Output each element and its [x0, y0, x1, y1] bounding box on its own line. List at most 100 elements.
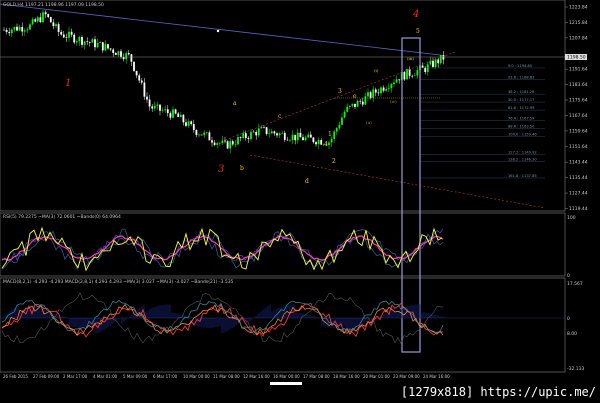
price-tick-label: 1159.64 [569, 128, 588, 134]
fib-label: 23.6 : 1188.83 [508, 76, 534, 80]
candle-body [309, 134, 312, 138]
fib-label: 61.8 : 1172.99 [508, 106, 535, 110]
wave-label-w4: 4 [412, 9, 419, 20]
macd-axis-max: 17.567 [567, 281, 583, 287]
time-axis[interactable]: 26 Feb 2015 27 Feb 09:00 2 Mar 17:00 4 Mar … [3, 374, 450, 379]
candle-body [122, 57, 125, 60]
candle-body [200, 134, 203, 136]
candle-body [299, 132, 302, 138]
candle-body [192, 124, 195, 131]
candle-body [255, 131, 258, 136]
candle-body [39, 17, 42, 23]
price-tick-label: 1191.64 [569, 67, 588, 73]
candle-body [179, 114, 182, 117]
candle-body [114, 52, 117, 55]
candle-body [361, 101, 364, 105]
candle-body [112, 49, 115, 53]
candle-body [294, 134, 297, 141]
time-tick-label: 10 Mar 00:00 [183, 374, 210, 379]
candle-body [174, 109, 177, 114]
candle-body [289, 139, 291, 141]
price-tick-label: 1223.84 [569, 5, 588, 11]
fib-label: 50.0 : 1177.17 [508, 98, 534, 102]
time-tick-label: 18 Mar 16:00 [333, 374, 360, 379]
fib-label: 76.4 : 1167.59 [508, 117, 535, 121]
candle-body [187, 121, 190, 126]
candle-body [52, 22, 55, 27]
price-tick-label: 1175.64 [569, 98, 588, 104]
candle-body [413, 75, 416, 77]
wave-label-w3: 3 [218, 164, 224, 175]
candle-body [3, 29, 5, 31]
candle-body [182, 114, 185, 123]
candle-body [57, 24, 60, 32]
candle-body [302, 137, 304, 141]
candle-body [276, 133, 278, 136]
candle-body [320, 140, 323, 145]
candle-body [374, 89, 377, 93]
trendline-upper[interactable] [0, 3, 441, 56]
candle-body [62, 34, 65, 38]
candle-body [120, 51, 122, 58]
fibonacci-levels[interactable]: 0.0 : 1194.85 23.6 : 1188.83 38.2 : 1181.2… [420, 64, 545, 179]
watermark: [1279x818] https://upic.me/ [400, 385, 596, 399]
candle-body [333, 131, 336, 139]
candle-body [161, 110, 164, 112]
candle-body [91, 39, 94, 43]
candle-body [367, 92, 369, 97]
macd-panel [0, 277, 566, 373]
candle-body [146, 96, 148, 100]
time-tick-label: 26 Feb 2015 [3, 374, 28, 379]
candle-body [18, 26, 21, 31]
rsi-label: RSI(5) 79.2275 ~MA(3) 72.0601 ~Bands(0) … [3, 214, 121, 220]
candle-body [411, 75, 414, 77]
fib-label: 0.0 : 1194.85 [508, 64, 532, 68]
candle-body [5, 29, 8, 32]
candle-body [325, 144, 328, 146]
highlight-box[interactable] [401, 37, 421, 353]
candle-body [216, 143, 219, 145]
candle-body [421, 65, 424, 68]
channel-upper[interactable] [224, 51, 456, 141]
candle-body [387, 88, 390, 90]
candle-body [242, 133, 245, 138]
candle-body [143, 82, 146, 97]
fib-label: 127.2 : 1149.92 [508, 151, 537, 155]
candle-body [205, 132, 208, 134]
wave-label-iv: (iv) [390, 99, 397, 104]
time-tick-label: 27 Feb 09:00 [33, 374, 60, 379]
candle-body [104, 44, 107, 51]
fib-label: 161.8 : 1137.85 [508, 174, 537, 178]
candle-body [36, 17, 39, 22]
candle-body [229, 141, 232, 149]
candle-body [177, 113, 180, 117]
candle-body [260, 126, 263, 129]
trendline-anchor[interactable] [216, 29, 220, 33]
channel-lower[interactable] [249, 154, 546, 209]
candle-body [127, 53, 130, 55]
candle-body [237, 137, 239, 145]
candle-body [47, 14, 50, 18]
price-tick-label: 1207.84 [569, 35, 588, 41]
candle-body [356, 100, 359, 107]
price-axis[interactable]: 1223.84 1215.84 1207.84 1191.64 1183.64 1175.… [565, 5, 588, 212]
candle-body [60, 31, 63, 35]
candle-body [125, 53, 128, 60]
macd-axis-min: -32.133 [567, 366, 585, 372]
candle-body [296, 132, 299, 141]
time-tick-label: 17 Mar 08:00 [303, 374, 330, 379]
candle-body [190, 121, 193, 125]
candle-body [322, 144, 325, 146]
candle-body [135, 70, 138, 76]
horizontal-scrollbar[interactable] [270, 382, 302, 385]
price-tick-label: 1127.44 [569, 191, 588, 197]
candle-body [278, 133, 281, 136]
wave-label-w1_small: 1 [328, 131, 332, 138]
candle-body [99, 42, 102, 44]
candle-body [416, 70, 419, 76]
candle-body [49, 17, 52, 23]
candle-body [151, 106, 154, 109]
candle-body [307, 134, 310, 138]
